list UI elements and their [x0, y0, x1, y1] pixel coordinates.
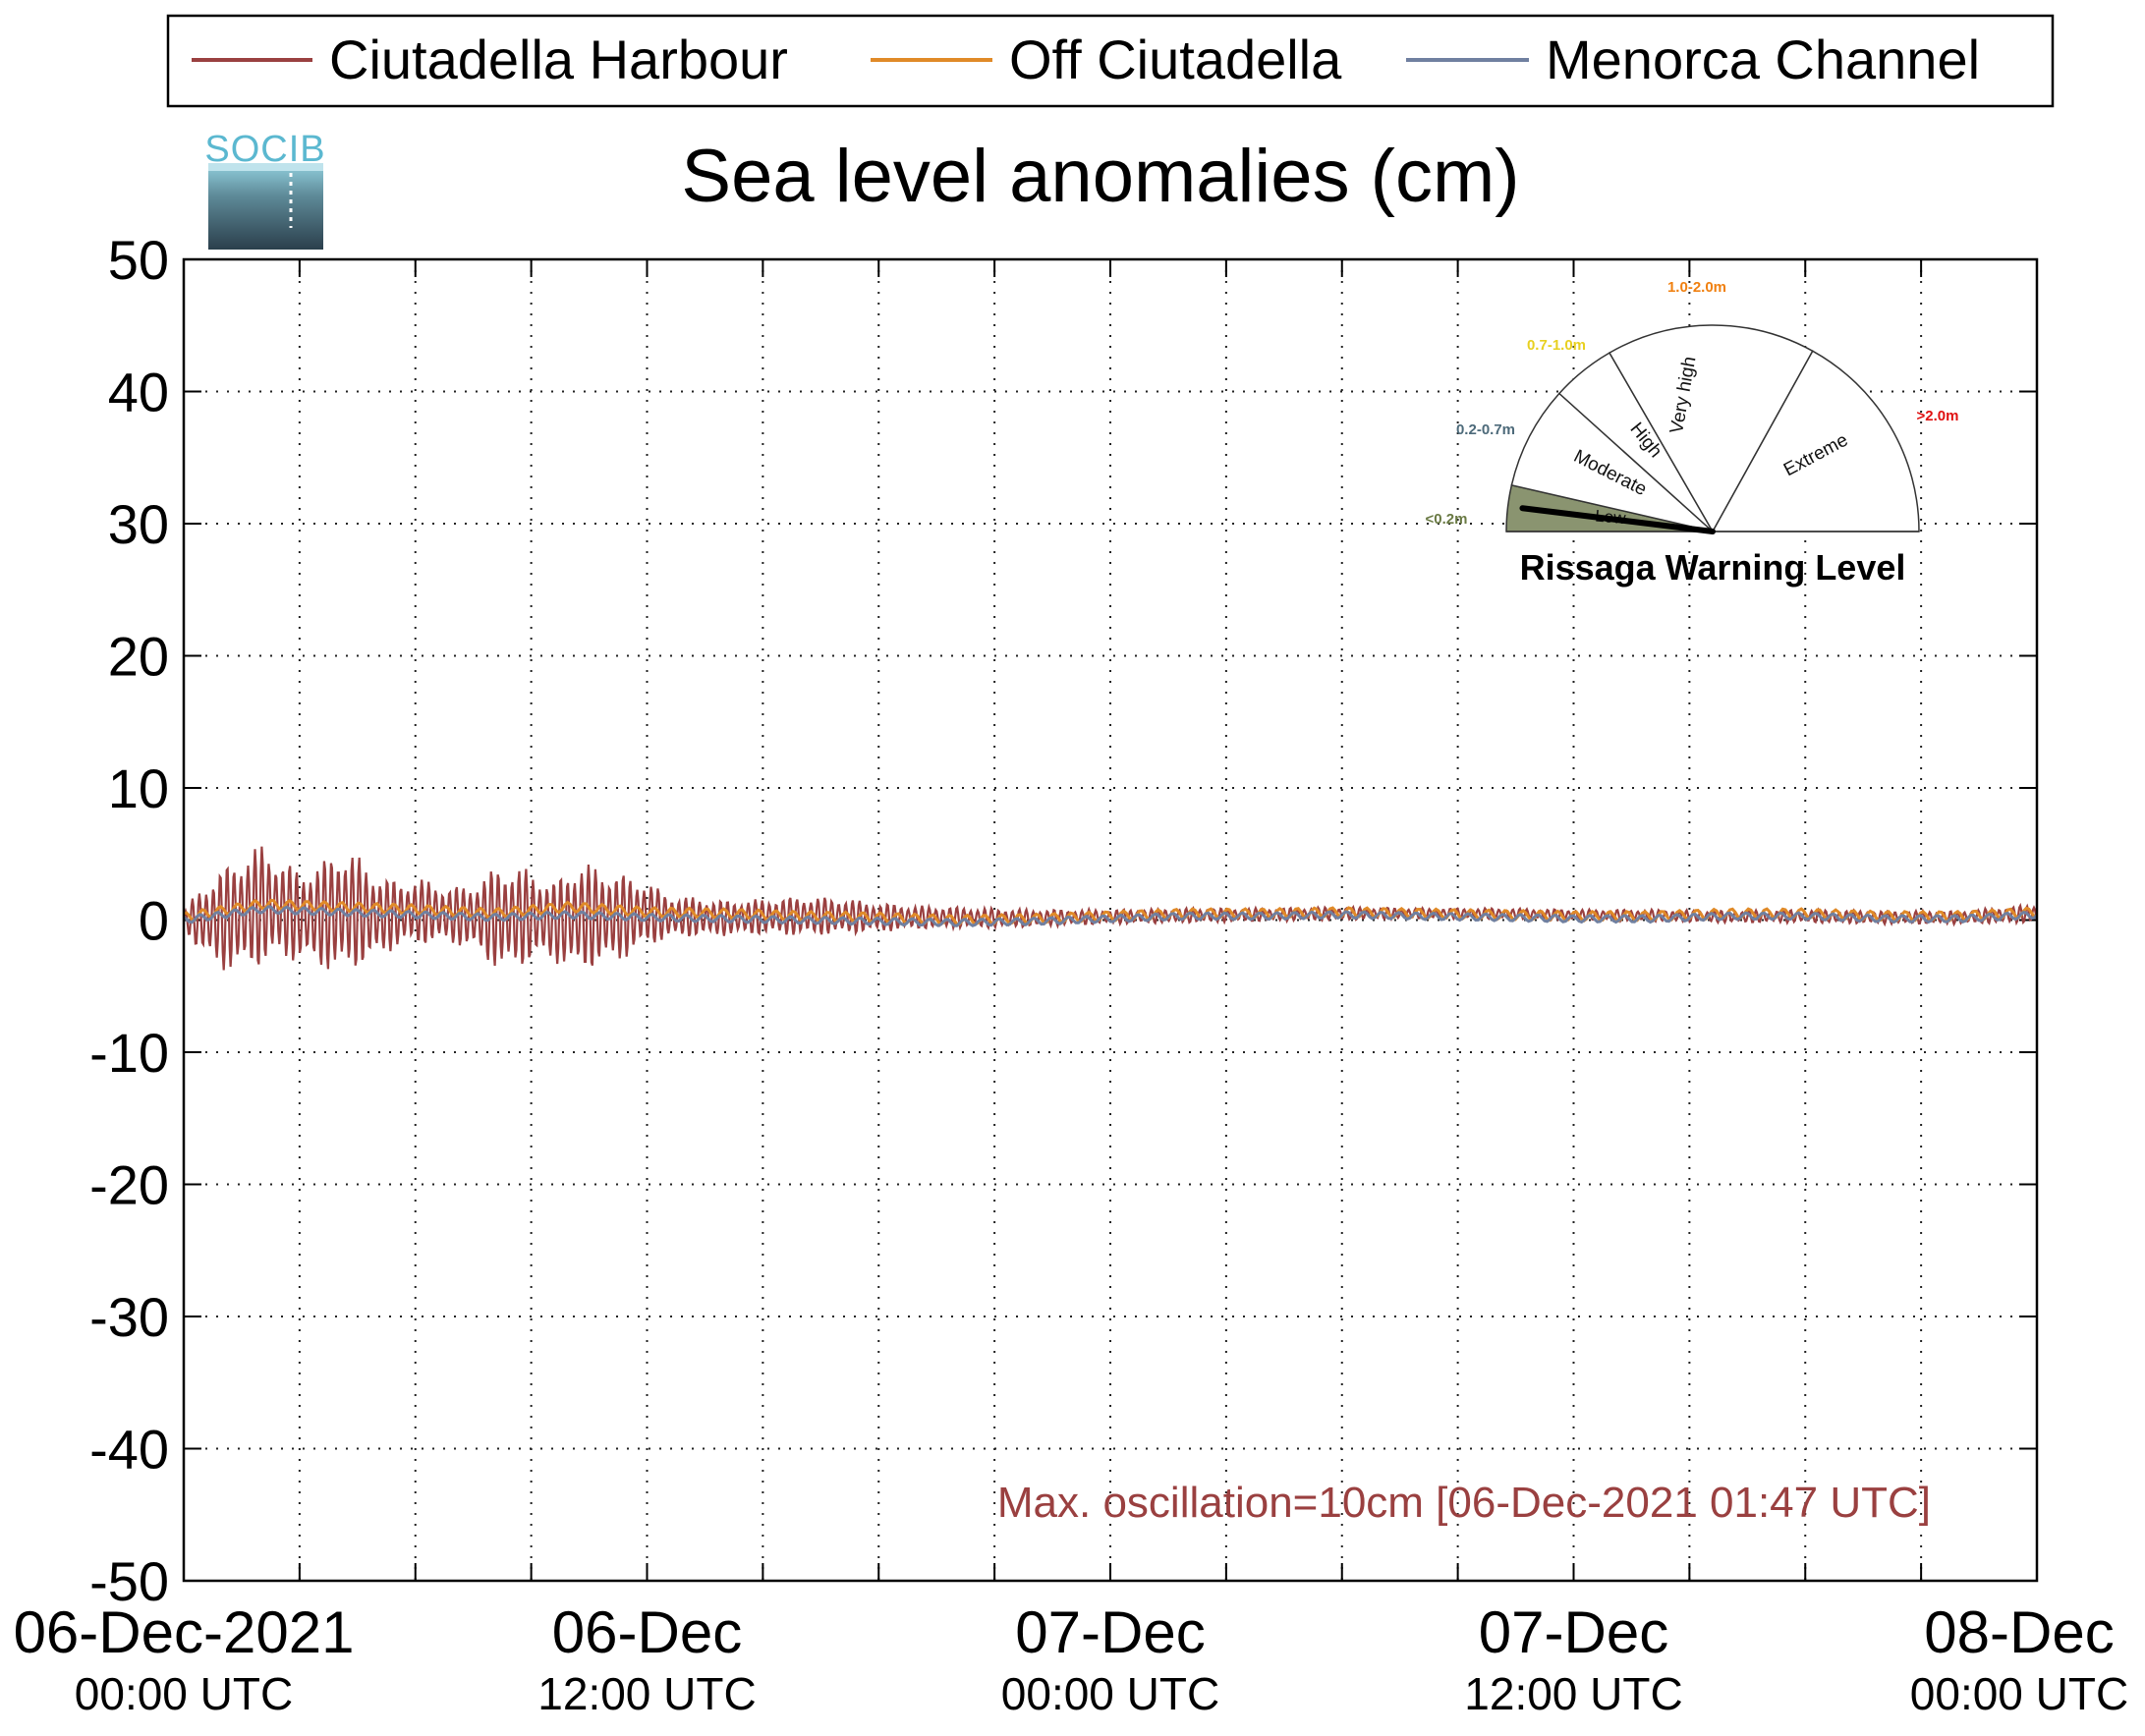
- x-tick-label-date: 06-Dec-2021: [14, 1599, 355, 1665]
- y-tick-label: -30: [89, 1286, 169, 1348]
- y-tick-label: -40: [89, 1419, 169, 1481]
- y-tick-label: 30: [108, 493, 169, 555]
- gauge-range-label: 0.2-0.7m: [1456, 421, 1515, 438]
- x-tick-label-time: 00:00 UTC: [75, 1668, 293, 1719]
- logo-text: SOCIB: [204, 129, 325, 170]
- gauge-needle: [1519, 505, 1716, 534]
- gauge-range-label: 0.7-1.0m: [1527, 337, 1586, 354]
- socib-logo: SOCIB: [204, 129, 325, 250]
- x-tick-label-time: 00:00 UTC: [1001, 1668, 1219, 1719]
- y-tick-label: 50: [108, 229, 169, 291]
- y-tick-label: -10: [89, 1022, 169, 1084]
- y-tick-label: -20: [89, 1154, 169, 1216]
- gauge-sector: [1711, 350, 1920, 532]
- x-tick-label-date: 07-Dec: [1479, 1599, 1668, 1665]
- x-tick-label-time: 12:00 UTC: [537, 1668, 756, 1719]
- legend-label: Menorca Channel: [1546, 28, 1980, 90]
- y-tick-label: 0: [139, 890, 169, 952]
- plot-area: 50403020100-10-20-30-40-5006-Dec-202100:…: [14, 229, 2129, 1719]
- rissaga-gauge: LowModerateHighVery highExtreme<0.2m0.2-…: [1426, 279, 1959, 588]
- gauge-range-label: <0.2m: [1426, 511, 1468, 528]
- y-tick-label: 10: [108, 757, 169, 819]
- x-tick-label-date: 06-Dec: [552, 1599, 742, 1665]
- x-tick-label-date: 08-Dec: [1924, 1599, 2114, 1665]
- gauge-sector: [1608, 324, 1814, 533]
- legend: Ciutadella Harbour Off Ciutadella Menorca …: [166, 14, 2055, 108]
- legend-label: Ciutadella Harbour: [329, 28, 788, 90]
- logo-wave: [208, 163, 323, 171]
- logo-block: [208, 167, 323, 250]
- gauge-range-label: 1.0-2.0m: [1667, 279, 1726, 296]
- y-tick-label: 20: [108, 626, 169, 688]
- x-tick-label-date: 07-Dec: [1015, 1599, 1205, 1665]
- legend-label: Off Ciutadella: [1009, 28, 1342, 90]
- gauge-sector: [1510, 392, 1716, 533]
- gauge-caption: Rissaga Warning Level: [1520, 547, 1906, 588]
- x-tick-label-time: 00:00 UTC: [1910, 1668, 2128, 1719]
- y-tick-label: -50: [89, 1550, 169, 1612]
- legend-box: [166, 14, 2055, 108]
- series-menorca-channel: [183, 905, 2039, 927]
- plot-frame: [182, 257, 2039, 1583]
- x-tick-label-time: 12:00 UTC: [1464, 1668, 1682, 1719]
- y-tick-label: 40: [108, 362, 169, 423]
- max-oscillation-annotation: Max. oscillation=10cm [06-Dec-2021 01:47…: [997, 1479, 1931, 1527]
- chart-title: Sea level anomalies (cm): [681, 135, 1519, 218]
- gauge-range-label: >2.0m: [1917, 408, 1959, 424]
- series: [182, 846, 2039, 971]
